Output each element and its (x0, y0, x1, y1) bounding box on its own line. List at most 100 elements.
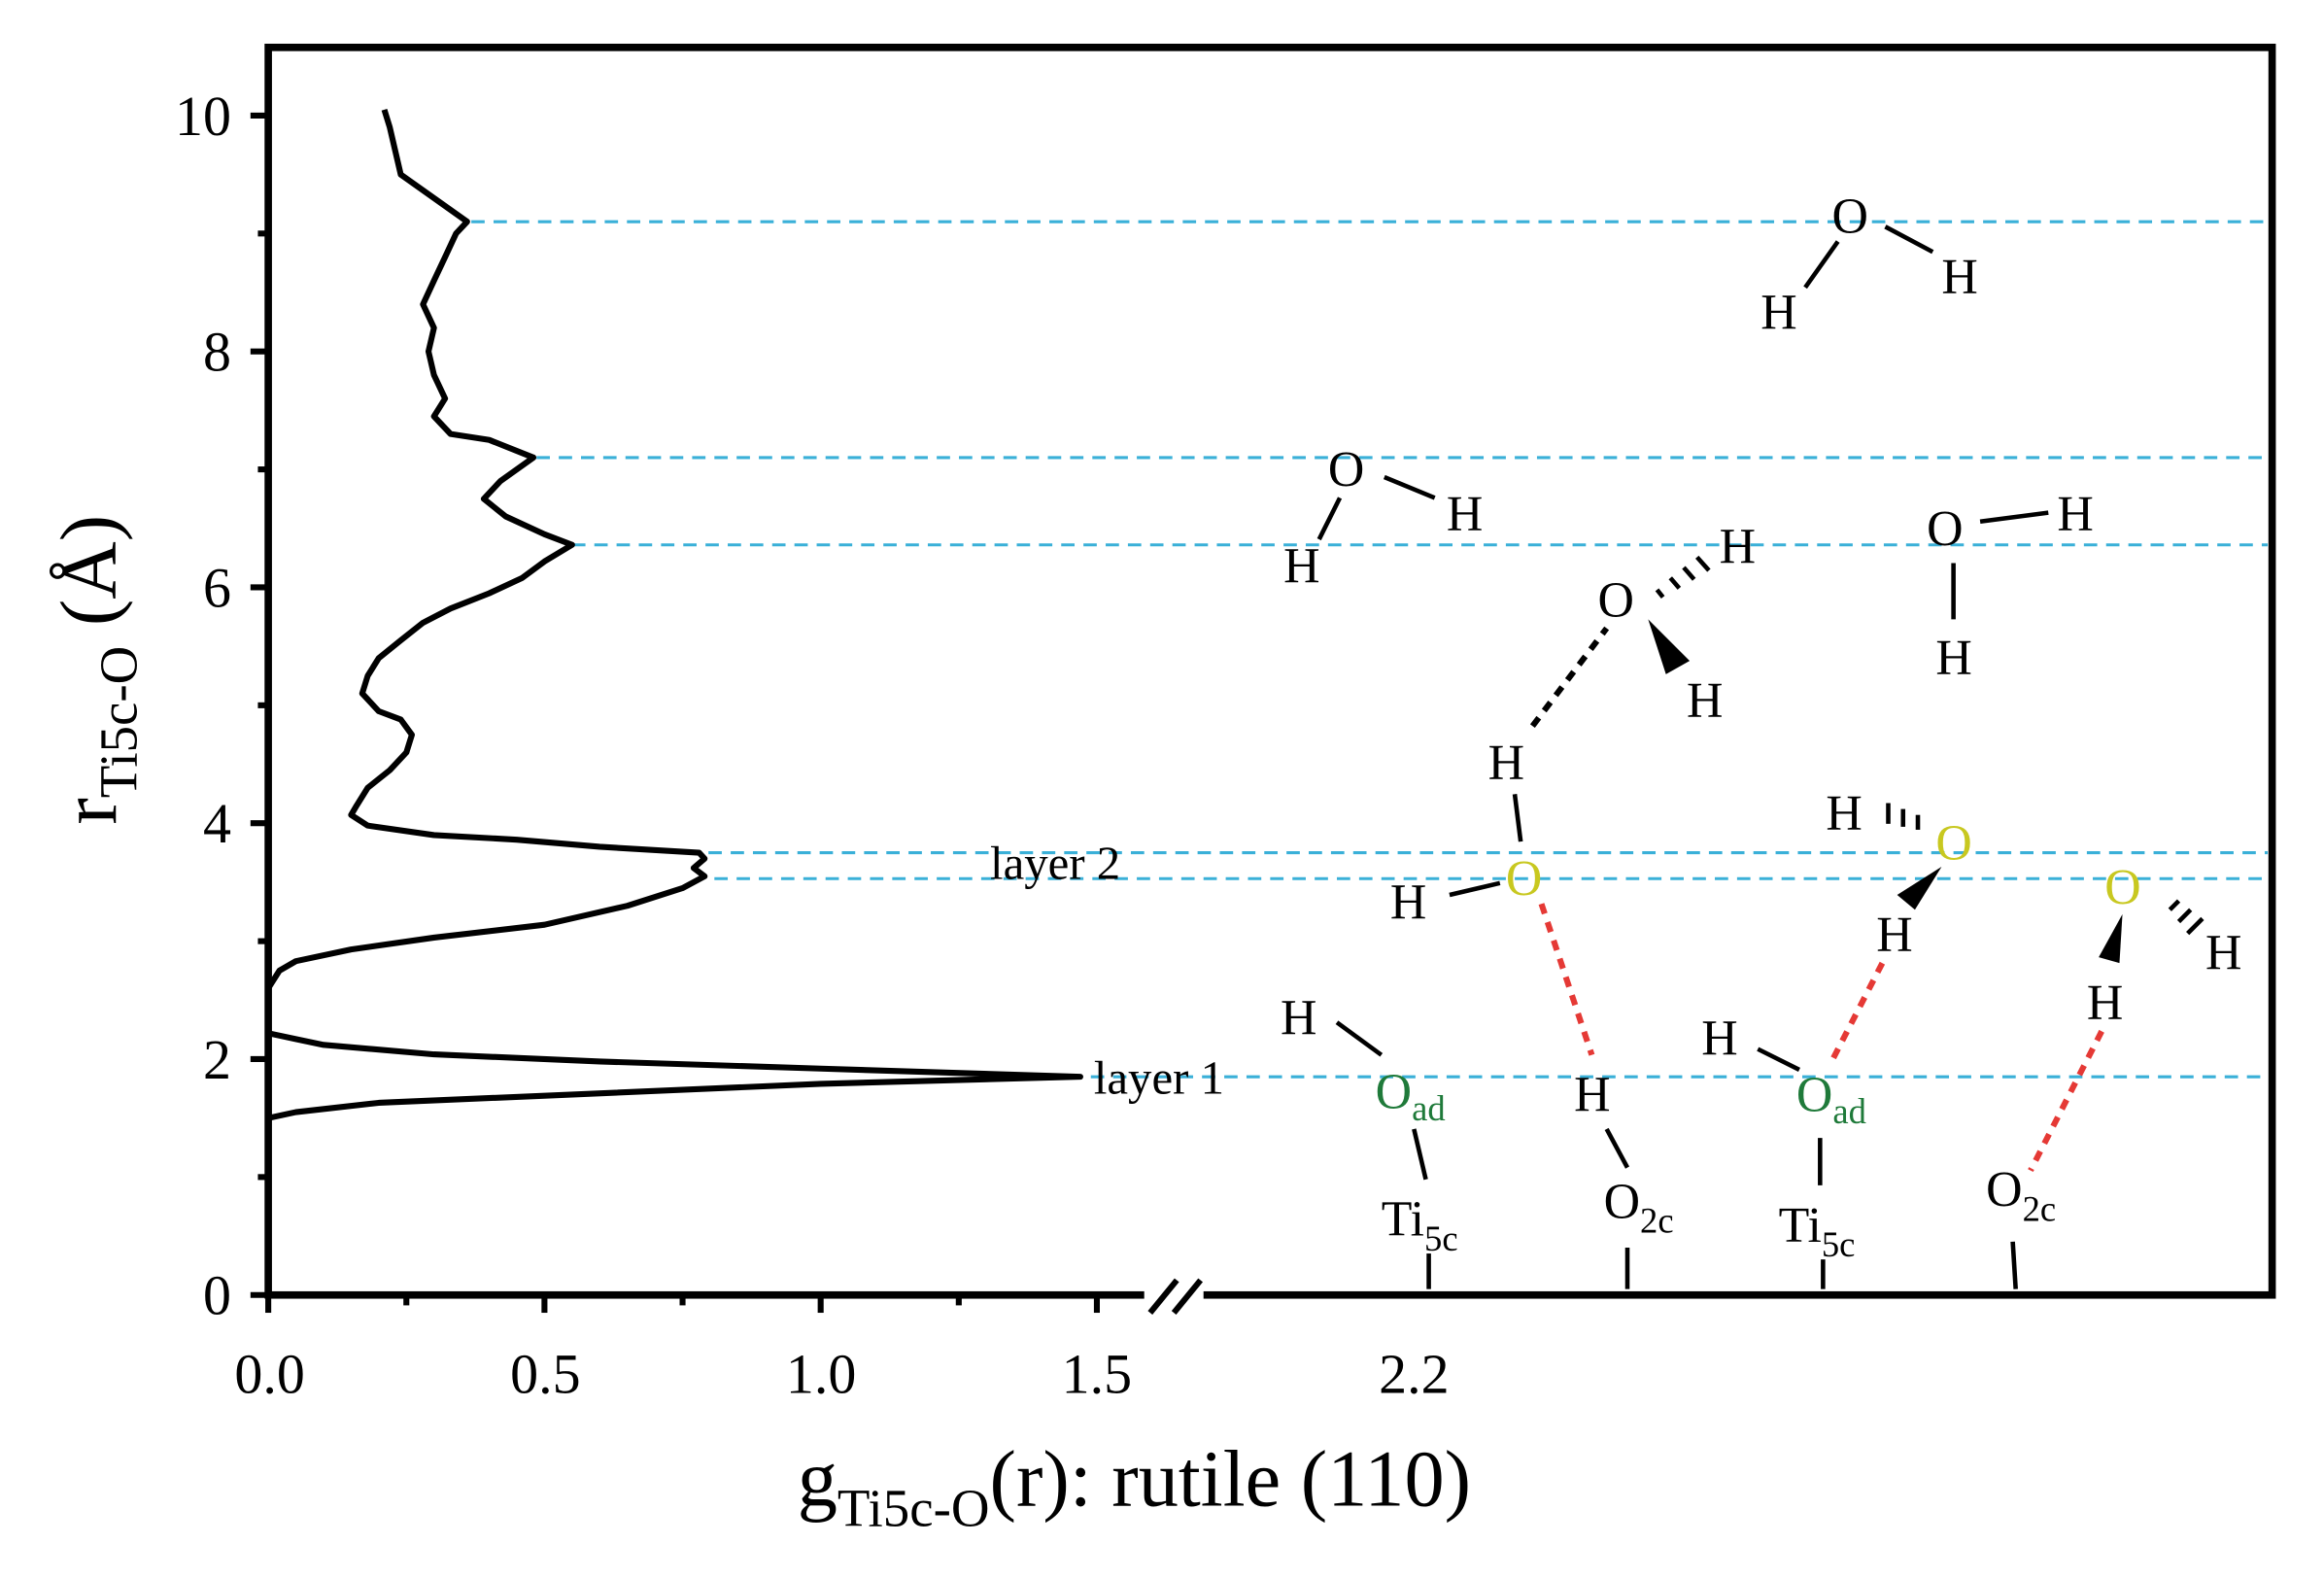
atom-o-layer2: O (1506, 851, 1542, 907)
atom-ti-sub: 5c (1822, 1224, 1856, 1264)
x-axis-label-main: g (798, 1434, 837, 1523)
wedge-bond (2099, 913, 2123, 964)
atom-h: H (1760, 286, 1796, 341)
hydrogen-bond (2028, 1029, 2104, 1173)
water-molecule-layer2-right: O H H (2087, 860, 2242, 1031)
water-molecule-right-6: O H H (1927, 487, 2094, 686)
atom-h: H (1488, 736, 1524, 791)
atom-h: H (1281, 990, 1316, 1046)
rdf-curve (265, 108, 1083, 1124)
water-molecule-layer2-left: H H O (1390, 736, 1542, 930)
hydrogen-bond (1828, 961, 1886, 1063)
atom-h: H (1283, 538, 1319, 594)
hashed-bond (1886, 803, 1921, 830)
plot-frame (264, 43, 2276, 1299)
y-ticks: 0 2 4 6 8 10 (175, 85, 269, 1327)
atom-o: O (1832, 189, 1868, 244)
bridging-oxygen-right: O2c (1986, 1162, 2057, 1289)
atom-o2c-symbol: O (1986, 1162, 2022, 1218)
adsorbed-hydroxyl-left: H Oad Ti5c (1281, 990, 1458, 1289)
y-axis-label-main: r (45, 798, 133, 824)
atom-o: O (1927, 501, 1963, 557)
atom-o-adsorbed: Oad (1376, 1065, 1446, 1128)
x-tick-label: 0.0 (234, 1342, 304, 1405)
y-tick-label: 0 (203, 1264, 231, 1327)
x-tick-label: 1.0 (786, 1342, 856, 1405)
atom-h: H (2087, 976, 2123, 1031)
x-axis-label: gTi5c-O(r): rutile (110) (798, 1434, 1471, 1537)
annotation-layer-2: layer 2 (990, 837, 1120, 889)
atom-h: H (1720, 519, 1756, 574)
atom-ti-sub: 5c (1424, 1218, 1458, 1258)
bond (1979, 510, 2049, 525)
x-tick-label: 2.2 (1379, 1342, 1449, 1405)
adsorbed-hydroxyl-right: H Oad Ti5c (1701, 1012, 1866, 1289)
atom-o2c-sub: 2c (2023, 1189, 2057, 1229)
atom-ti-symbol: Ti (1779, 1198, 1822, 1253)
wedge-bond (1648, 619, 1691, 674)
atom-ti5c: Ti5c (1382, 1192, 1458, 1258)
hashed-bond (1655, 555, 1711, 599)
annotation-layer-1: layer 1 (1094, 1051, 1224, 1104)
atom-ti-symbol: Ti (1382, 1192, 1424, 1248)
atom-h: H (2205, 925, 2241, 980)
bond (1449, 880, 1501, 898)
y-axis-label-rest: (Å) (45, 515, 133, 646)
bond (1512, 794, 1523, 842)
atom-o: O (1328, 442, 1364, 497)
atom-h: H (1687, 673, 1723, 729)
atom-o2c-sub: 2c (1640, 1201, 1674, 1241)
atom-o: O (1598, 572, 1634, 628)
y-tick-label: 4 (203, 792, 231, 855)
x-tick-label: 0.5 (510, 1342, 580, 1405)
bond (1412, 1128, 1428, 1181)
water-molecule-top: O H H (1760, 189, 1978, 340)
atom-h: H (2057, 487, 2093, 542)
atom-o-adsorbed: Oad (1796, 1068, 1866, 1131)
bond (1604, 1127, 1630, 1169)
atom-o2c: O2c (1604, 1174, 1674, 1240)
atom-h: H (1390, 875, 1426, 930)
reference-lines (471, 220, 2269, 1079)
x-axis-label-rest: (r): rutile (110) (990, 1434, 1472, 1523)
atom-o-layer2: O (2104, 860, 2140, 915)
wedge-bond (1897, 867, 1942, 910)
atom-o2c-symbol: O (1604, 1174, 1640, 1229)
atom-h: H (1826, 786, 1862, 841)
atom-o-adsorbed-symbol: O (1376, 1065, 1412, 1120)
x-ticks: 0.0 0.5 1.0 1.5 2.2 (234, 1294, 1450, 1405)
atom-o-adsorbed-symbol: O (1796, 1068, 1832, 1123)
y-tick-label: 8 (203, 321, 231, 384)
bond (1884, 224, 1934, 255)
y-tick-label: 2 (203, 1028, 231, 1091)
atom-o-adsorbed-sub: ad (1832, 1091, 1866, 1131)
bond (1757, 1046, 1800, 1073)
hydrogen-bond-black (1529, 626, 1610, 729)
atom-h: H (1876, 908, 1912, 963)
bond (1803, 240, 1840, 290)
y-axis-label: rTi5c-O (Å) (45, 515, 148, 825)
atom-o-layer2: O (1935, 815, 1971, 871)
atom-ti5c: Ti5c (1779, 1198, 1856, 1264)
atom-h: H (1935, 631, 1971, 686)
water-molecule-layer2-middle: H O H (1826, 786, 1971, 963)
water-molecule-7: O H H (1283, 442, 1483, 594)
atom-o-adsorbed-sub: ad (1412, 1088, 1446, 1128)
bond (1383, 474, 1436, 500)
bond (2010, 1241, 2018, 1289)
y-tick-label: 6 (203, 556, 231, 619)
atom-h: H (1447, 487, 1483, 542)
x-axis-label-sub: Ti5c-O (837, 1479, 990, 1538)
water-molecule-3d: O H H (1598, 519, 1757, 729)
bond (1316, 497, 1343, 541)
y-axis-label-sub: Ti5c-O (88, 646, 148, 799)
hashed-bond (2168, 899, 2204, 936)
hydrogen-bonds-red (1538, 903, 2104, 1173)
bond (1335, 1020, 1384, 1057)
atom-h: H (1574, 1068, 1610, 1123)
atom-h: H (1701, 1012, 1737, 1067)
y-tick-label: 10 (175, 85, 231, 148)
x-tick-label: 1.5 (1062, 1342, 1132, 1405)
molecular-schematic: O H H O H H O H H O H H (1281, 189, 2242, 1289)
